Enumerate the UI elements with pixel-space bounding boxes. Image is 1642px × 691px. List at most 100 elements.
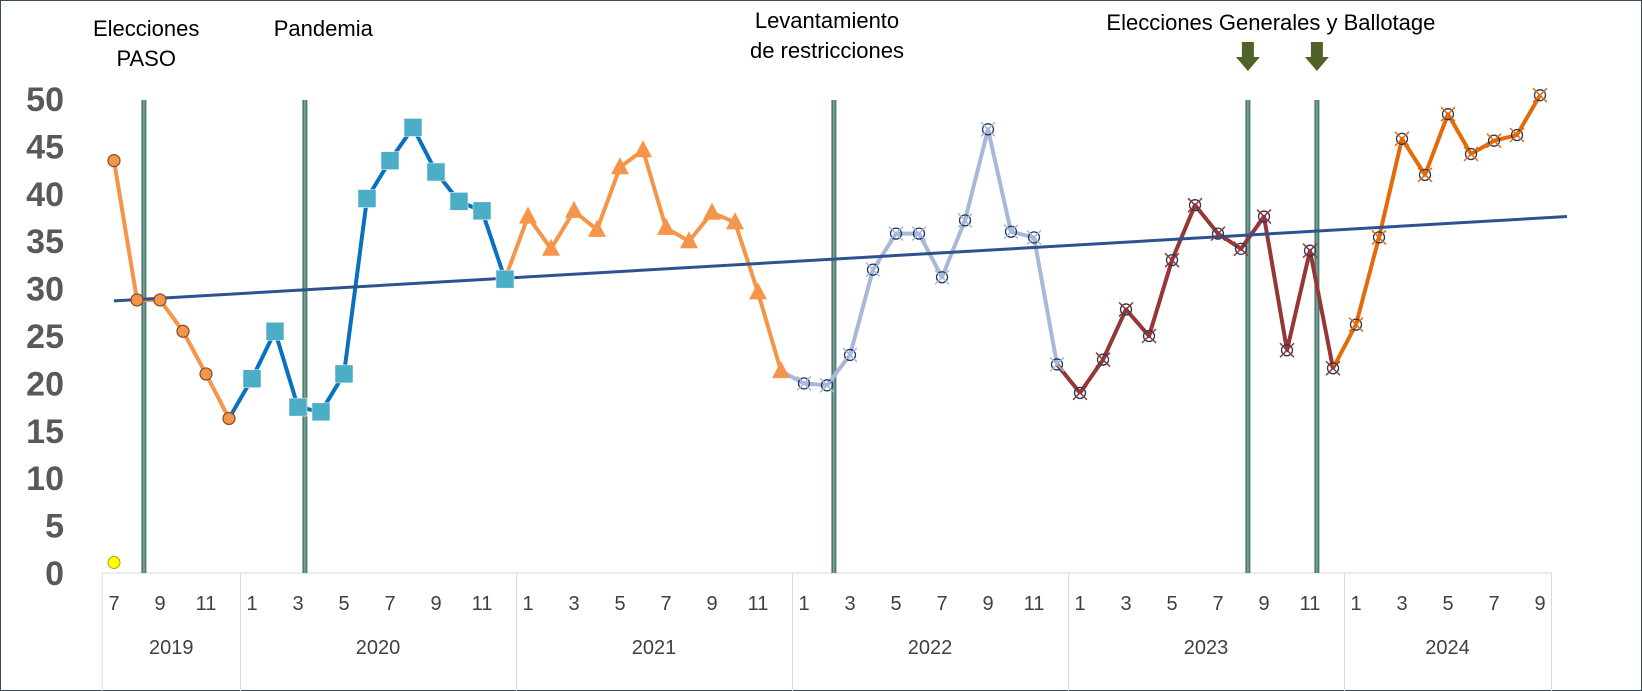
data-point-cross — [1164, 252, 1180, 268]
data-point — [403, 118, 423, 137]
data-point-cross — [1371, 229, 1387, 245]
data-point — [1417, 167, 1433, 183]
data-point — [819, 377, 835, 393]
data-point — [888, 226, 904, 242]
data-point-ring — [1487, 134, 1501, 147]
data-point-ring — [1303, 244, 1317, 257]
data-point-ring — [1096, 353, 1110, 366]
data-point — [565, 200, 583, 218]
data-point — [634, 140, 652, 158]
event-lines — [141, 100, 1320, 573]
data-point — [911, 226, 927, 242]
y-tick-label: 15 — [26, 413, 64, 451]
x-tick-label: 3 — [292, 593, 303, 615]
data-point — [1072, 385, 1088, 401]
y-tick-label: 30 — [26, 271, 64, 309]
data-point — [1095, 352, 1111, 368]
series-line-s2021 — [526, 148, 783, 372]
data-point — [842, 347, 858, 363]
y-tick-label: 50 — [26, 81, 64, 119]
x-tick-label: 5 — [614, 593, 625, 615]
data-point — [288, 397, 308, 417]
x-tick-label: 7 — [1212, 593, 1223, 615]
series-connector — [1331, 323, 1358, 370]
data-point-ring — [958, 214, 972, 227]
series-lines — [112, 94, 1542, 420]
x-tick-label: 7 — [1488, 593, 1499, 615]
data-point-ring — [1418, 168, 1432, 181]
data-point-ring — [843, 348, 857, 362]
data-point-cross — [1026, 229, 1042, 245]
data-point-cross — [1440, 106, 1456, 122]
data-point-ring — [981, 123, 995, 136]
data-point — [1233, 241, 1249, 257]
data-point — [242, 369, 262, 388]
data-point-cross — [1348, 317, 1364, 333]
x-tick-label: 9 — [706, 593, 717, 615]
annotation-label: Elecciones Generales y Ballotage — [1106, 10, 1435, 35]
x-tick-label: 1 — [1074, 593, 1085, 615]
data-point — [176, 324, 190, 338]
data-point-cross — [1302, 243, 1318, 259]
data-point-ring — [866, 263, 880, 276]
data-point-cross — [1486, 133, 1502, 149]
data-point — [1463, 146, 1479, 162]
data-point — [380, 151, 400, 170]
data-point — [107, 154, 121, 168]
down-arrow-icon — [1304, 42, 1329, 71]
y-tick-label: 10 — [26, 460, 64, 498]
data-point-cross — [1003, 224, 1019, 240]
data-point-ring — [820, 379, 834, 392]
data-point — [980, 121, 996, 137]
data-point-ring — [1326, 362, 1340, 375]
data-point — [772, 361, 790, 379]
data-point — [749, 282, 767, 300]
series-line-s2023 — [1078, 203, 1335, 395]
data-point-ring — [1004, 225, 1018, 238]
data-point-cross — [865, 262, 881, 278]
y-tick-label: 0 — [45, 555, 64, 593]
x-tick-label: 3 — [844, 593, 855, 615]
x-tick-label: 3 — [1120, 593, 1131, 615]
y-tick-label: 45 — [26, 128, 64, 166]
data-point — [957, 212, 973, 228]
data-point — [1532, 87, 1548, 103]
data-point — [542, 238, 560, 256]
special-point — [107, 556, 121, 570]
data-point-ring — [1510, 128, 1524, 142]
year-label: 2024 — [1425, 637, 1470, 659]
x-tick-label: 5 — [1442, 593, 1453, 615]
x-tick-label: 7 — [936, 593, 947, 615]
data-point — [311, 402, 331, 422]
x-tick-label: 9 — [154, 593, 165, 615]
data-point-ring — [935, 271, 949, 284]
data-point-ring — [1372, 231, 1386, 244]
data-point — [130, 293, 144, 307]
annotation-label: PASO — [116, 46, 176, 71]
year-label: 2023 — [1184, 637, 1229, 659]
x-tick-label: 11 — [196, 593, 217, 615]
x-tick-label: 9 — [430, 593, 441, 615]
data-point — [1003, 224, 1019, 240]
annotation-label: Elecciones — [93, 16, 199, 41]
data-point — [611, 157, 629, 175]
data-point — [726, 212, 744, 230]
x-tick-label: 9 — [1258, 593, 1269, 615]
data-point — [657, 217, 675, 235]
annotation-label: Levantamiento — [755, 8, 899, 33]
data-point-cross — [1118, 301, 1134, 317]
data-point-cross — [1233, 241, 1249, 257]
x-tick-label: 11 — [748, 593, 769, 615]
data-point-cross — [911, 226, 927, 242]
data-point-ring — [797, 377, 811, 390]
data-point-cross — [1532, 87, 1548, 103]
data-point-ring — [1441, 108, 1455, 121]
data-point — [472, 201, 492, 221]
data-point — [1210, 226, 1226, 242]
data-point — [1325, 360, 1341, 376]
data-point-cross — [1049, 356, 1065, 372]
data-point-cross — [1256, 209, 1272, 225]
x-tick-label: 1 — [246, 593, 257, 615]
series-line-s2020 — [250, 125, 507, 414]
